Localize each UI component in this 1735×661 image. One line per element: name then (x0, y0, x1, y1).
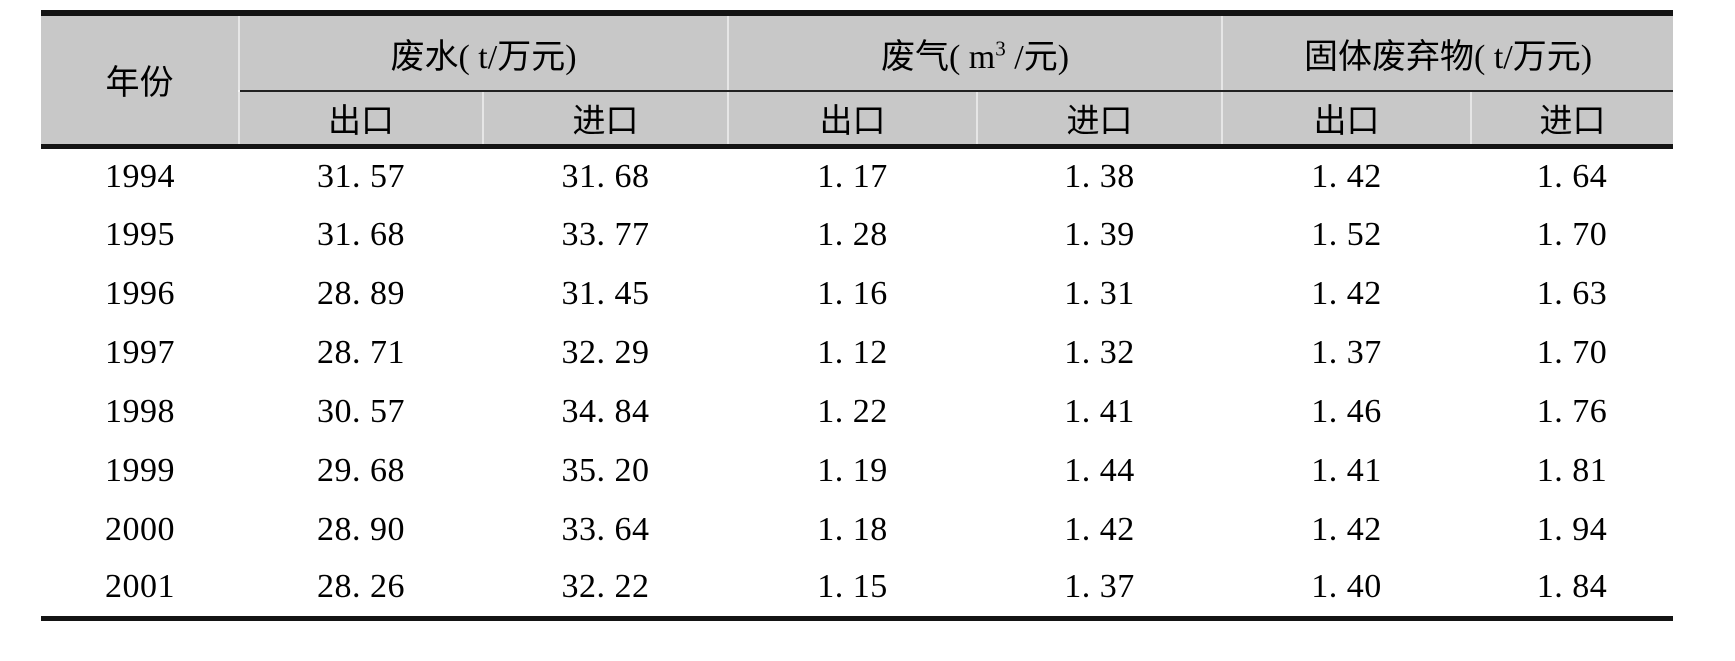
value-cell: 1. 37 (977, 559, 1223, 618)
col-header-year: 年份 (41, 13, 240, 149)
table-row: 1995 31. 68 33. 77 1. 28 1. 39 1. 52 1. … (41, 205, 1674, 264)
value-cell: 34. 84 (483, 382, 729, 441)
value-cell: 1. 42 (977, 500, 1223, 559)
value-cell: 1. 70 (1471, 205, 1674, 264)
waste-gas-label-prefix: 废气( m (880, 38, 996, 76)
value-cell: 1. 12 (728, 323, 978, 382)
value-cell: 31. 57 (239, 146, 483, 205)
value-cell: 35. 20 (483, 441, 729, 500)
table-row: 1997 28. 71 32. 29 1. 12 1. 32 1. 37 1. … (41, 323, 1674, 382)
year-cell: 1994 (41, 146, 239, 205)
col-header-solid-waste-export: 出口 (1222, 91, 1473, 149)
table-row: 1996 28. 89 31. 45 1. 16 1. 31 1. 42 1. … (41, 264, 1674, 323)
value-cell: 1. 40 (1222, 559, 1472, 618)
value-cell: 1. 70 (1471, 323, 1674, 382)
value-cell: 1. 28 (728, 205, 978, 264)
sub-header-row: 出口 进口 出口 进口 出口 进口 (41, 91, 1674, 149)
value-cell: 1. 44 (977, 441, 1223, 500)
value-cell: 1. 18 (728, 500, 978, 559)
value-cell: 1. 32 (977, 323, 1223, 382)
col-header-solid-waste-import: 进口 (1471, 91, 1674, 149)
value-cell: 1. 15 (728, 559, 978, 618)
value-cell: 1. 94 (1471, 500, 1674, 559)
table-row: 1998 30. 57 34. 84 1. 22 1. 41 1. 46 1. … (41, 382, 1674, 441)
value-cell: 1. 46 (1222, 382, 1472, 441)
value-cell: 1. 31 (977, 264, 1223, 323)
year-cell: 1999 (41, 441, 239, 500)
waste-gas-label-suffix: /元) (1005, 38, 1070, 76)
table-row: 2001 28. 26 32. 22 1. 15 1. 37 1. 40 1. … (41, 559, 1674, 618)
value-cell: 32. 29 (483, 323, 729, 382)
value-cell: 1. 76 (1471, 382, 1674, 441)
value-cell: 1. 17 (728, 146, 978, 205)
value-cell: 1. 42 (1222, 146, 1472, 205)
value-cell: 1. 63 (1471, 264, 1674, 323)
value-cell: 1. 42 (1222, 500, 1472, 559)
value-cell: 30. 57 (239, 382, 483, 441)
table-row: 2000 28. 90 33. 64 1. 18 1. 42 1. 42 1. … (41, 500, 1674, 559)
value-cell: 33. 77 (483, 205, 729, 264)
col-header-wastewater-import: 进口 (483, 91, 730, 149)
col-header-waste-gas-import: 进口 (977, 91, 1224, 149)
value-cell: 28. 89 (239, 264, 483, 323)
year-cell: 1998 (41, 382, 239, 441)
value-cell: 32. 22 (483, 559, 729, 618)
group-header-row: 年份 废水( t/万元) 废气( m3 /元) 固体废弃物( t/万元) (41, 13, 1674, 149)
table-header: 年份 废水( t/万元) 废气( m3 /元) 固体废弃物( t/万元) 出口 … (41, 13, 1674, 149)
value-cell: 1. 37 (1222, 323, 1472, 382)
value-cell: 28. 26 (239, 559, 483, 618)
value-cell: 31. 68 (483, 146, 729, 205)
value-cell: 1. 81 (1471, 441, 1674, 500)
value-cell: 31. 68 (239, 205, 483, 264)
year-cell: 2001 (41, 559, 239, 618)
environmental-trade-table: 年份 废水( t/万元) 废气( m3 /元) 固体废弃物( t/万元) 出口 … (41, 10, 1674, 621)
waste-gas-superscript: 3 (995, 36, 1006, 61)
table-row: 1999 29. 68 35. 20 1. 19 1. 44 1. 41 1. … (41, 441, 1674, 500)
value-cell: 1. 41 (977, 382, 1223, 441)
environmental-trade-table-wrap: 年份 废水( t/万元) 废气( m3 /元) 固体废弃物( t/万元) 出口 … (41, 10, 1674, 621)
col-group-wastewater: 废水( t/万元) (239, 13, 730, 92)
value-cell: 29. 68 (239, 441, 483, 500)
value-cell: 1. 22 (728, 382, 978, 441)
table-body: 1994 31. 57 31. 68 1. 17 1. 38 1. 42 1. … (41, 146, 1674, 618)
value-cell: 1. 84 (1471, 559, 1674, 618)
col-header-wastewater-export: 出口 (239, 91, 484, 149)
col-group-waste-gas: 废气( m3 /元) (728, 13, 1224, 92)
value-cell: 1. 38 (977, 146, 1223, 205)
value-cell: 1. 64 (1471, 146, 1674, 205)
value-cell: 1. 39 (977, 205, 1223, 264)
col-group-solid-waste: 固体废弃物( t/万元) (1222, 13, 1674, 92)
value-cell: 1. 19 (728, 441, 978, 500)
value-cell: 1. 52 (1222, 205, 1472, 264)
year-cell: 1996 (41, 264, 239, 323)
value-cell: 28. 90 (239, 500, 483, 559)
col-header-waste-gas-export: 出口 (728, 91, 979, 149)
year-cell: 2000 (41, 500, 239, 559)
year-cell: 1995 (41, 205, 239, 264)
table-row: 1994 31. 57 31. 68 1. 17 1. 38 1. 42 1. … (41, 146, 1674, 205)
value-cell: 28. 71 (239, 323, 483, 382)
value-cell: 1. 16 (728, 264, 978, 323)
value-cell: 33. 64 (483, 500, 729, 559)
year-cell: 1997 (41, 323, 239, 382)
value-cell: 1. 42 (1222, 264, 1472, 323)
value-cell: 1. 41 (1222, 441, 1472, 500)
value-cell: 31. 45 (483, 264, 729, 323)
